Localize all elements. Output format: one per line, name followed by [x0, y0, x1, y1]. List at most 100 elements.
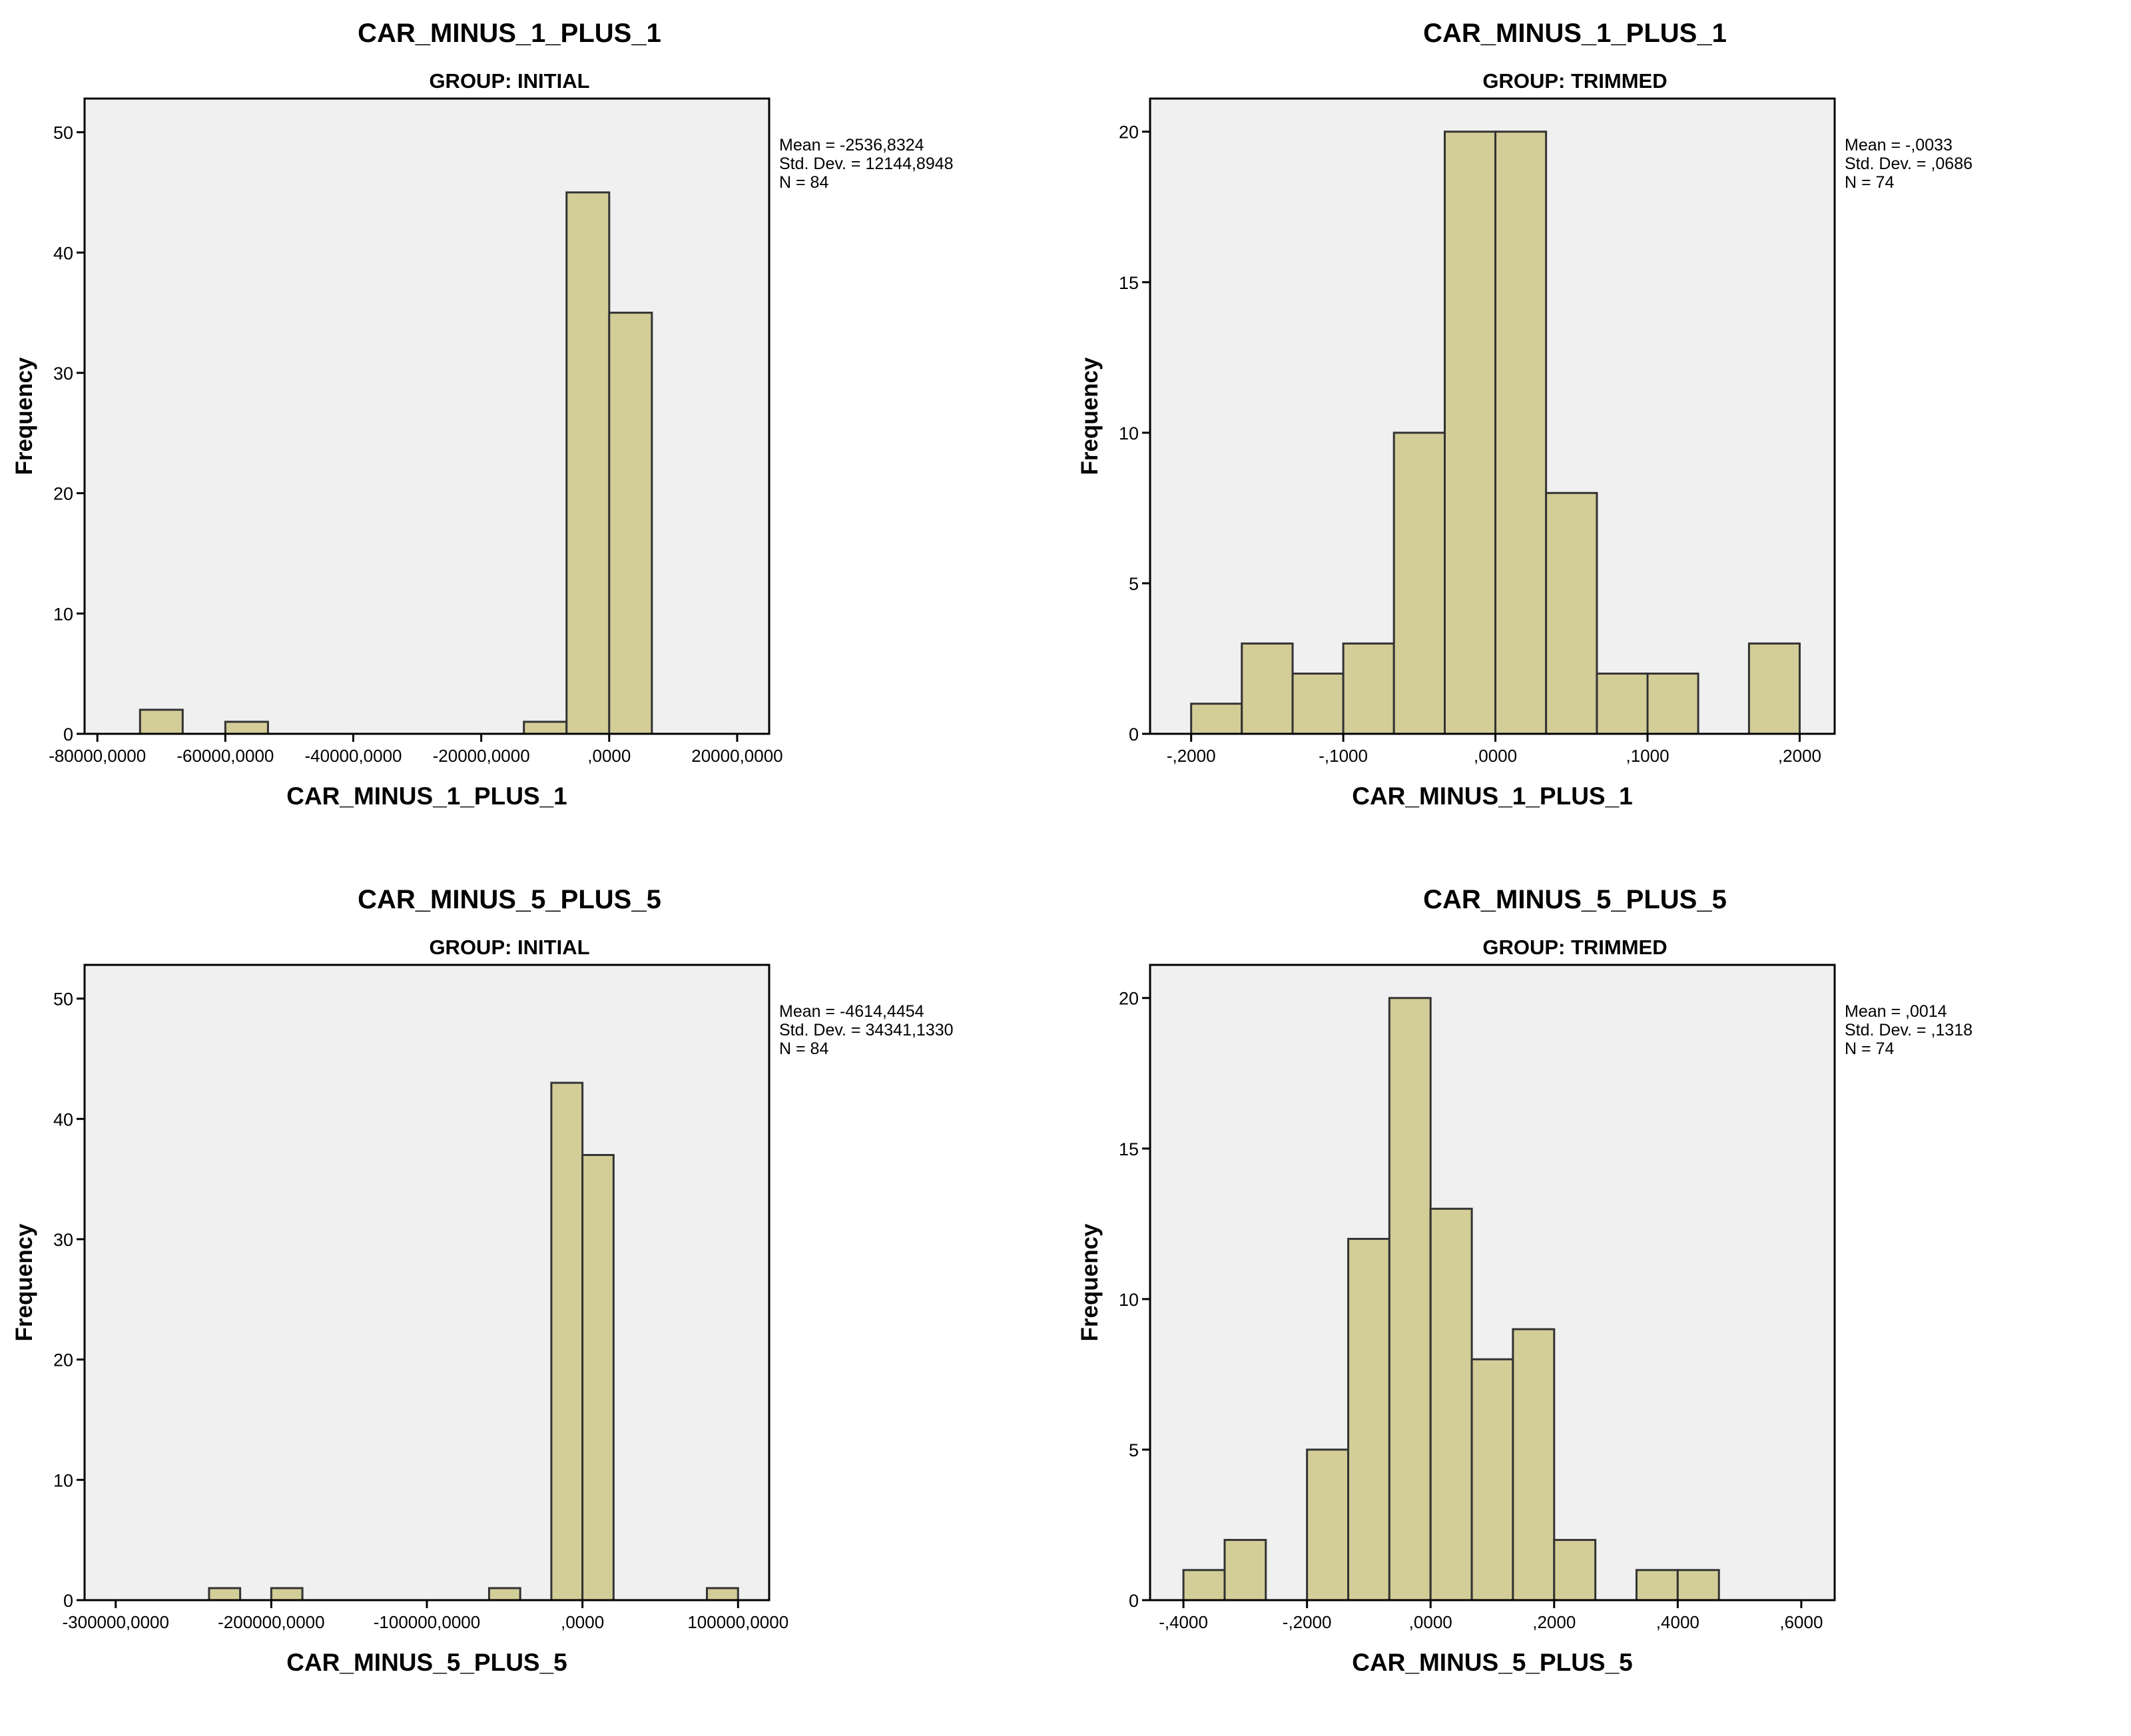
stats-line: Mean = -2536,8324 — [779, 136, 924, 154]
x-axis-label: CAR_MINUS_1_PLUS_1 — [286, 782, 567, 810]
x-tick-label: 100000,0000 — [687, 1612, 788, 1632]
plot-frame — [1149, 964, 1836, 1601]
y-tick-label: 15 — [1119, 1139, 1139, 1159]
histogram-bar — [1342, 642, 1395, 735]
y-tick-label: 0 — [1129, 724, 1139, 744]
y-tick-label: 10 — [53, 1470, 73, 1490]
histogram-bar — [523, 721, 568, 735]
y-tick-label: 30 — [53, 364, 73, 384]
y-axis-label: Frequency — [11, 1223, 37, 1342]
y-tick-label: 0 — [1129, 1591, 1139, 1611]
chart-subtitle: GROUP: TRIMMED — [1482, 69, 1667, 93]
stats-line: Std. Dev. = ,1318 — [1845, 1021, 1973, 1039]
x-tick-label: -40000,0000 — [304, 746, 402, 766]
histogram-bar — [565, 191, 611, 735]
x-tick-label: -200000,0000 — [218, 1612, 324, 1632]
y-tick-label: 0 — [63, 1591, 73, 1611]
stats-line: Mean = -4614,4454 — [779, 1002, 924, 1021]
x-tick-label: ,0000 — [587, 746, 631, 766]
histogram-4-svg: CAR_MINUS_5_PLUS_5 GROUP: TRIMMED 0 5 10 15 20… — [1077, 885, 1973, 1676]
histogram-panel-3: CAR_MINUS_5_PLUS_5 GROUP: INITIAL 0 10 20 30 4… — [0, 866, 1066, 1733]
stats-line: Std. Dev. = 34341,1330 — [779, 1021, 954, 1039]
y-tick-label: 30 — [53, 1230, 73, 1250]
histogram-bar — [1392, 432, 1446, 735]
chart-title: CAR_MINUS_1_PLUS_1 — [358, 19, 661, 48]
histogram-bar — [1223, 1539, 1267, 1601]
y-tick-label: 5 — [1129, 1440, 1139, 1460]
y-tick-label: 10 — [1119, 1290, 1139, 1310]
x-tick-label: ,0000 — [1409, 1612, 1452, 1632]
histogram-bar — [1347, 1237, 1390, 1601]
histogram-bar — [1494, 131, 1548, 735]
x-tick-label: -60000,0000 — [176, 746, 274, 766]
y-tick-label: 10 — [53, 604, 73, 624]
stats-line: N = 84 — [779, 173, 828, 192]
histogram-3-svg: CAR_MINUS_5_PLUS_5 GROUP: INITIAL 0 10 20 30 4… — [11, 885, 954, 1676]
plot-frame — [83, 97, 770, 735]
y-tick-label: 40 — [53, 1109, 73, 1129]
x-tick-label: ,2000 — [1532, 1612, 1576, 1632]
y-axis-label: Frequency — [1077, 357, 1103, 475]
plot-area — [85, 99, 769, 734]
y-axis-label: Frequency — [11, 357, 37, 475]
histogram-bar — [1291, 673, 1345, 735]
histogram-bar — [1635, 1569, 1679, 1601]
x-tick-label: -,2000 — [1167, 746, 1216, 766]
y-tick-label: 20 — [1119, 123, 1139, 143]
y-tick-label: 20 — [53, 484, 73, 504]
histogram-bar — [1388, 997, 1432, 1601]
x-tick-label: ,1000 — [1626, 746, 1669, 766]
stats-line: N = 74 — [1845, 1039, 1894, 1058]
histogram-bar — [1596, 673, 1649, 735]
histogram-bar — [1306, 1448, 1350, 1601]
histogram-bar — [550, 1081, 584, 1601]
histogram-bar — [1553, 1539, 1597, 1601]
histogram-bar — [1676, 1569, 1720, 1601]
chart-subtitle: GROUP: TRIMMED — [1482, 936, 1667, 959]
histogram-bar — [1512, 1328, 1556, 1601]
x-tick-label: ,4000 — [1656, 1612, 1699, 1632]
x-tick-label: ,6000 — [1779, 1612, 1823, 1632]
histogram-panel-4: CAR_MINUS_5_PLUS_5 GROUP: TRIMMED 0 5 10 15 20… — [1066, 866, 2131, 1733]
x-tick-label: ,0000 — [561, 1612, 604, 1632]
histogram-bar — [581, 1153, 615, 1601]
stats-line: N = 84 — [779, 1039, 828, 1058]
y-tick-label: 50 — [53, 990, 73, 1010]
histogram-bar — [1747, 642, 1801, 735]
x-axis-label: CAR_MINUS_5_PLUS_5 — [1352, 1649, 1633, 1676]
histogram-bar — [1182, 1569, 1226, 1601]
stats-line: N = 74 — [1845, 173, 1894, 192]
y-tick-label: 15 — [1119, 273, 1139, 293]
stats-line: Mean = ,0014 — [1845, 1002, 1947, 1021]
x-tick-label: -100000,0000 — [374, 1612, 480, 1632]
plot-frame — [1149, 97, 1836, 735]
histogram-bar — [1443, 131, 1497, 735]
histogram-bar — [1470, 1358, 1514, 1601]
y-tick-label: 20 — [53, 1350, 73, 1370]
histogram-panel-1: CAR_MINUS_1_PLUS_1 GROUP: INITIAL 0 10 20 30 4… — [0, 0, 1066, 866]
plot-area — [85, 965, 769, 1600]
histogram-bar — [487, 1587, 521, 1601]
x-axis-label: CAR_MINUS_1_PLUS_1 — [1352, 782, 1633, 810]
y-tick-label: 5 — [1129, 574, 1139, 594]
histogram-bar — [1429, 1207, 1473, 1601]
histogram-bar — [1190, 703, 1243, 735]
chart-title: CAR_MINUS_1_PLUS_1 — [1423, 19, 1727, 48]
chart-subtitle: GROUP: INITIAL — [429, 69, 589, 93]
chart-title: CAR_MINUS_5_PLUS_5 — [358, 885, 661, 914]
x-tick-label: -,4000 — [1159, 1612, 1208, 1632]
histogram-2-svg: CAR_MINUS_1_PLUS_1 GROUP: TRIMMED 0 5 10 15 20… — [1077, 19, 1973, 810]
x-axis-label: CAR_MINUS_5_PLUS_5 — [286, 1649, 567, 1676]
histogram-bar — [270, 1587, 304, 1601]
chart-subtitle: GROUP: INITIAL — [429, 936, 589, 959]
histogram-bar — [1241, 642, 1294, 735]
x-tick-label: 20000,0000 — [691, 746, 782, 766]
histogram-bar — [1646, 673, 1699, 735]
x-tick-label: -,1000 — [1319, 746, 1368, 766]
x-tick-label: -80000,0000 — [49, 746, 146, 766]
x-tick-label: -,2000 — [1283, 1612, 1332, 1632]
x-tick-label: ,0000 — [1474, 746, 1517, 766]
chart-title: CAR_MINUS_5_PLUS_5 — [1423, 885, 1727, 914]
y-tick-label: 50 — [53, 123, 73, 143]
y-tick-label: 0 — [63, 724, 73, 744]
